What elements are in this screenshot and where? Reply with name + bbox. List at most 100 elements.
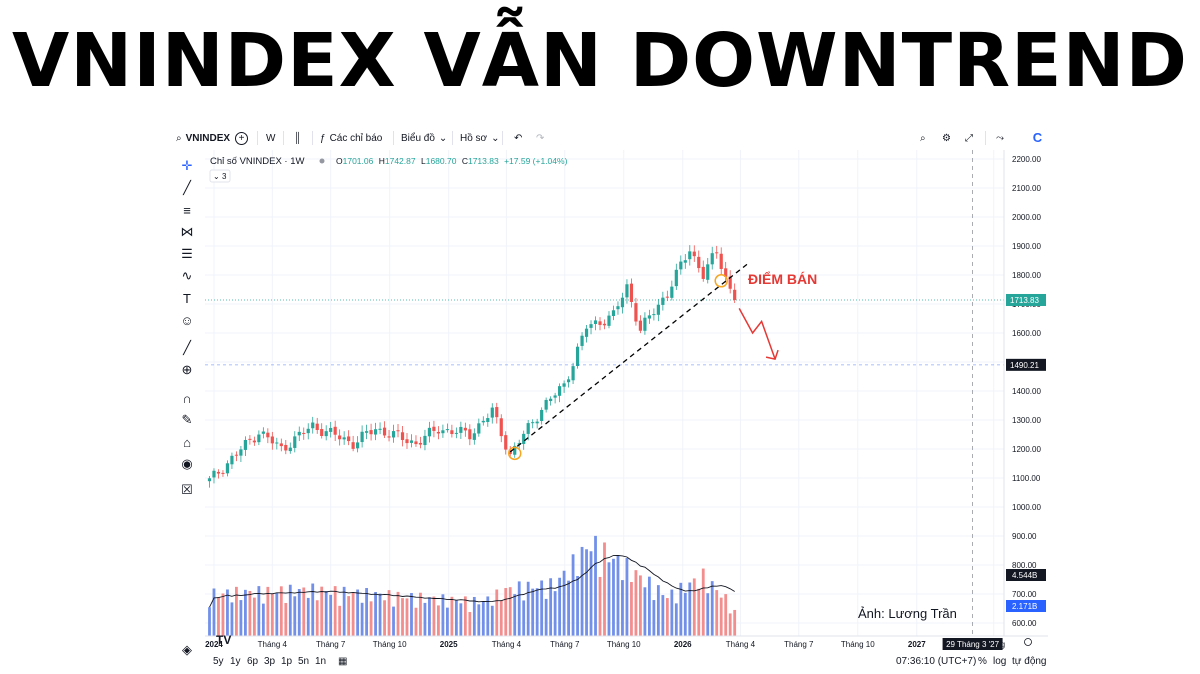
lock-drawings-icon[interactable]: ✎ (181, 412, 193, 427)
range-button-6p[interactable]: 6p (247, 656, 259, 667)
candle-body (701, 266, 705, 279)
volume-bar (621, 580, 624, 636)
sell-point-label: ĐIỂM BÁN (748, 270, 817, 287)
volume-bar (383, 600, 386, 636)
layers-icon[interactable]: ◈ (182, 642, 192, 657)
volume-bar (589, 551, 593, 636)
time-tick: 2024 (205, 640, 223, 649)
price-tick: 2000.00 (1012, 213, 1041, 222)
compare-button[interactable]: + (235, 126, 248, 150)
volume-bar (432, 596, 436, 636)
candle-body (562, 383, 566, 387)
volume-bar (625, 558, 629, 636)
zoom-in-icon[interactable]: ⊕ (181, 362, 193, 377)
interval-button[interactable]: W (266, 132, 276, 144)
candle-body (207, 478, 212, 482)
candle-style-button[interactable]: ║ (294, 126, 301, 150)
candle-body (575, 346, 580, 367)
range-button-5n[interactable]: 5n (298, 656, 310, 667)
calendar-icon[interactable]: ▦ (338, 656, 348, 667)
profile-label: Hồ sơ (460, 132, 488, 144)
crosshair-icon[interactable]: ✛ (181, 158, 193, 173)
range-button-1n[interactable]: 1n (315, 656, 327, 667)
time-tick: 2025 (440, 640, 458, 649)
ruler-icon[interactable]: ╱ (183, 340, 191, 355)
range-button-1y[interactable]: 1y (230, 656, 241, 667)
candle-body (531, 422, 535, 424)
candle-body (589, 324, 593, 328)
redo-button[interactable]: ↷ (536, 126, 544, 150)
fib-icon[interactable]: ☰ (181, 246, 193, 261)
volume-bar (549, 578, 553, 636)
auto-toggle[interactable]: tự động (1012, 656, 1047, 667)
fullscreen-button[interactable]: ⤢ (965, 126, 973, 150)
symbol-search-button[interactable]: ⌕ VNINDEX (176, 126, 230, 150)
collapse-indicators-button[interactable] (209, 169, 231, 183)
legend-low: 1680.70 (426, 156, 457, 166)
price-chart[interactable]: ĐIỂM BÁN Chỉ số VNINDEX · 1W O1701.06 H1… (170, 150, 1048, 660)
volume-bar (643, 587, 647, 636)
log-toggle[interactable]: log (993, 656, 1007, 667)
lock-icon[interactable]: ⌂ (183, 434, 191, 450)
undo-button[interactable]: ↶ (514, 126, 522, 150)
horizontal-lines-icon[interactable]: ≡ (183, 202, 191, 218)
candle-body (432, 426, 436, 431)
chart-type-button[interactable]: Biểu đồ ⌄ (401, 126, 447, 150)
candle-body (472, 433, 476, 440)
price-tick: 1800.00 (1012, 271, 1041, 280)
eye-icon[interactable] (319, 158, 325, 164)
volume-bar (257, 586, 261, 636)
profile-button[interactable]: Hồ sơ ⌄ (460, 126, 500, 150)
forecast-icon[interactable]: ∿ (181, 268, 193, 283)
add-circle-icon: + (235, 131, 248, 145)
text-icon[interactable]: T (183, 290, 191, 306)
pattern-icon[interactable]: ⋈ (180, 224, 194, 239)
volume-bar (374, 591, 377, 636)
volume-bar (378, 593, 382, 636)
trash-icon[interactable]: ☒ (181, 482, 193, 497)
candle-body (625, 284, 629, 298)
emoji-icon[interactable]: ☺ (180, 312, 194, 328)
percent-toggle[interactable]: % (978, 656, 987, 667)
volume-bar (275, 593, 279, 636)
eye-icon[interactable]: ◉ (181, 456, 193, 471)
volume-ma-label: 4.544B (1012, 571, 1037, 580)
volume-bar (392, 606, 395, 636)
volume-bar (508, 587, 512, 636)
candle-body (409, 440, 414, 443)
candle-body (302, 432, 306, 434)
range-button-3p[interactable]: 3p (264, 656, 276, 667)
volume-bar (342, 586, 346, 636)
fullscreen-icon: ⤢ (965, 132, 973, 144)
candle-body (656, 304, 660, 315)
redo-icon: ↷ (536, 132, 545, 144)
volume-bar (495, 589, 499, 636)
indicators-label: Các chỉ báo (329, 132, 383, 144)
volume-bar (248, 590, 252, 636)
trendline-icon[interactable]: ╱ (183, 180, 191, 195)
chevron-down-icon: ⌄ (213, 172, 220, 181)
range-button-1p[interactable]: 1p (281, 656, 293, 667)
price-axis[interactable]: 2200.002100.002000.001900.001800.001700.… (1003, 150, 1046, 636)
volume-bar (639, 575, 642, 636)
magnet-icon[interactable]: ∩ (182, 390, 192, 406)
clock[interactable]: 07:36:10 (UTC+7) (896, 656, 977, 667)
quick-search-button[interactable]: ⌕ (920, 126, 926, 150)
settings-button[interactable]: ⚙ (942, 126, 951, 150)
time-axis[interactable]: 2024 Tháng 4 Tháng 7 Tháng 10 2025 Tháng 4 Thá… (205, 635, 1048, 650)
volume-bar (688, 582, 692, 636)
volume-bar (347, 596, 351, 636)
range-button-5y[interactable]: 5y (213, 656, 224, 667)
price-tick: 1100.00 (1012, 474, 1041, 483)
share-button[interactable]: ⤳ (996, 126, 1004, 150)
candle-body (710, 253, 714, 265)
volume-bar (338, 605, 342, 636)
time-tick: Tháng 4 (726, 640, 756, 649)
indicators-icon: ƒ (320, 132, 326, 144)
volume-bar (477, 604, 481, 636)
candle-body (266, 432, 270, 438)
candle-body (351, 442, 355, 449)
indicators-button[interactable]: ƒ Các chỉ báo (320, 126, 382, 150)
price-tick: 1600.00 (1012, 329, 1041, 338)
volume-bar (221, 593, 225, 636)
